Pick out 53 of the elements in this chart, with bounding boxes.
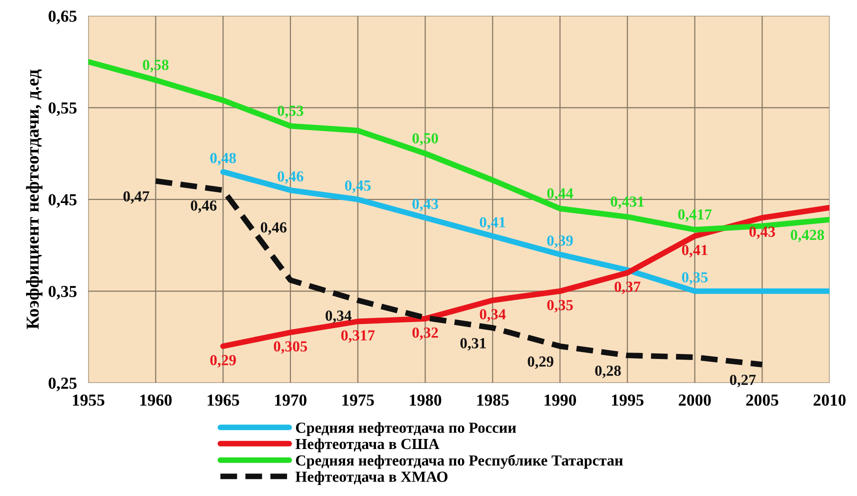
y-tick-label: 0,25: [48, 378, 77, 392]
data-label: 0,58: [142, 60, 169, 72]
data-label: 0,48: [210, 152, 236, 166]
legend-label: Средняя нефтеотдача по Республике Татарстан: [296, 454, 623, 469]
legend-label: Средняя нефтеотдача по России: [296, 422, 516, 436]
data-label: 0,32: [412, 327, 438, 340]
data-label: 0,34: [480, 309, 506, 322]
x-tick-label: 1990: [544, 394, 576, 406]
x-tick-label: 1985: [477, 394, 509, 406]
data-label: 0,46: [278, 171, 304, 184]
x-tick-label: 1960: [140, 394, 172, 406]
data-label: 0,43: [412, 198, 438, 212]
data-label: 0,35: [682, 272, 708, 285]
data-label: 0,34: [326, 310, 352, 324]
data-label: 0,37: [614, 282, 640, 294]
data-label: 0,29: [528, 356, 554, 369]
data-label: 0,39: [547, 235, 573, 248]
data-label: 0,47: [123, 191, 150, 204]
x-tick-label: 1970: [275, 394, 306, 406]
x-tick-label: 1980: [410, 394, 442, 406]
y-axis-title: Коэффициент нефтеотдачи, д.ед: [26, 70, 42, 330]
y-tick-label: 0,55: [48, 102, 77, 116]
data-label: 0,428: [790, 230, 824, 242]
data-label: 0,28: [595, 366, 621, 378]
x-tick-label: 1955: [72, 394, 104, 406]
data-label: 0,417: [678, 209, 712, 222]
x-tick-label: 2010: [814, 394, 846, 406]
y-tick-label: 0,35: [48, 286, 77, 300]
data-label: 0,41: [682, 244, 708, 258]
data-label: 0,45: [345, 180, 371, 193]
x-tick-label: 1965: [208, 394, 240, 406]
y-tick-label: 0,45: [48, 194, 77, 208]
data-label: 0,305: [274, 341, 308, 354]
x-tick-label: 1995: [612, 394, 644, 406]
data-label: 0,31: [460, 338, 486, 351]
x-tick-label: 2000: [678, 394, 711, 406]
data-label: 0,431: [610, 196, 644, 209]
data-label: 0,53: [278, 106, 304, 118]
data-label: 0,29: [210, 355, 236, 368]
x-tick-label: 1975: [342, 394, 374, 406]
x-tick-label: 2005: [746, 394, 778, 406]
data-label: 0,35: [547, 300, 573, 312]
y-tick-label: 0,65: [48, 10, 77, 24]
data-label: 0,27: [730, 374, 756, 388]
data-label: 0,43: [749, 226, 776, 240]
data-label: 0,46: [190, 200, 217, 213]
data-label: 0,41: [480, 217, 506, 230]
data-label: 0,317: [341, 330, 375, 343]
legend-label: Нефтеотдача в США: [296, 438, 440, 452]
legend-label: Нефтеотдача в ХМАО: [296, 471, 448, 486]
data-label: 0,44: [547, 188, 574, 201]
data-label: 0,50: [412, 133, 438, 146]
annotation: 0,46: [260, 222, 287, 235]
